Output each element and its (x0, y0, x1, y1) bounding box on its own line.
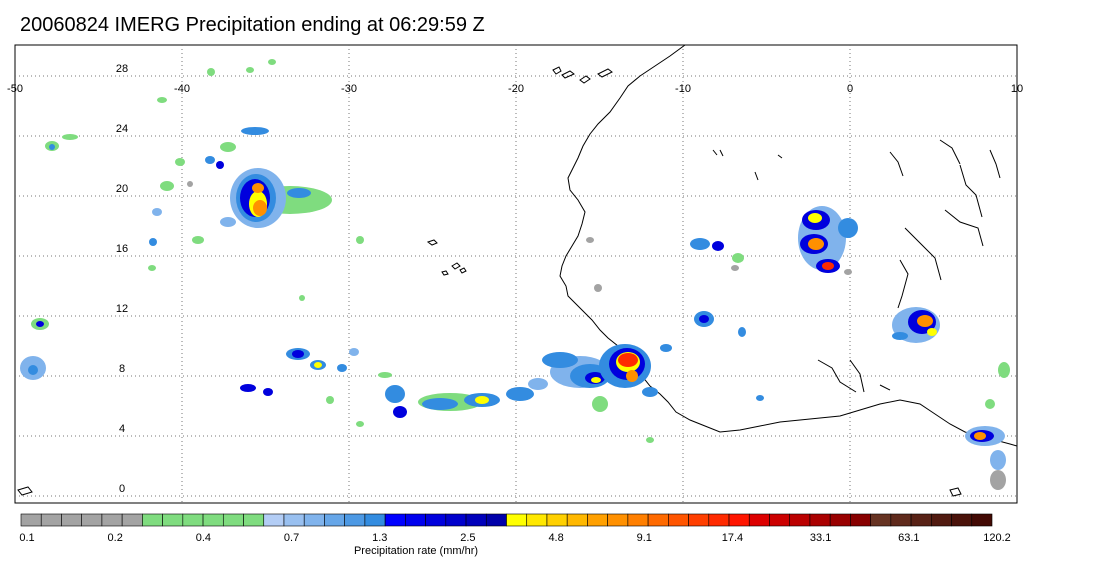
latitude-tick-labels: 28 24 20 16 12 8 4 0 (116, 63, 128, 495)
colorbar-tick-label: 9.1 (637, 532, 652, 544)
map-title: 20060824 IMERG Precipitation ending at 0… (20, 14, 485, 36)
colorbar-bin (243, 513, 265, 527)
colorbar-bin (40, 513, 62, 527)
colorbar-bin (202, 513, 224, 527)
light-drizzle-cells (187, 181, 852, 292)
colorbar-tick-label: 120.2 (983, 532, 1011, 544)
colorbar-bin (142, 513, 163, 527)
colorbar-bin (425, 513, 447, 527)
colorbar-bin (769, 513, 791, 527)
colorbar-bin (222, 513, 244, 527)
colorbar-bin (445, 513, 467, 527)
lat-tick-label: 8 (119, 363, 125, 375)
colorbar-bin (748, 513, 770, 527)
lon-tick-label: 0 (847, 83, 853, 95)
colorbar-tick-labels: 0.1 0.2 0.4 0.7 1.3 2.5 4.8 9.1 17.4 33.1 63.1 120.… (19, 532, 1010, 544)
colorbar-bin (728, 513, 750, 527)
colorbar-bin (910, 513, 932, 527)
colorbar-bin (526, 513, 548, 527)
colorbar-bin (647, 513, 669, 527)
lon-tick-label: -20 (508, 83, 524, 95)
colorbar-bin (405, 513, 426, 527)
lat-tick-label: 0 (119, 483, 125, 495)
colorbar-tick-label: 0.4 (196, 532, 211, 544)
coastline (17, 45, 1017, 497)
colorbar-bin (870, 513, 892, 527)
colorbar-bin (485, 513, 507, 527)
colorbar-bin (546, 513, 568, 527)
colorbar-bin (465, 513, 487, 527)
lat-tick-label: 20 (116, 183, 128, 195)
guinea-coast-storm (542, 344, 672, 443)
colorbar-bin (809, 513, 831, 527)
storm-cell-20n-36w (220, 168, 332, 228)
colorbar-bin (931, 513, 952, 527)
colorbar-tick-label: 0.7 (284, 532, 299, 544)
colorbar-tick-label: 0.1 (19, 532, 34, 544)
lat-tick-label: 28 (116, 63, 128, 75)
colorbar-bin (506, 513, 528, 527)
colorbar-bin (303, 513, 325, 527)
coastline-cape-verde (426, 239, 467, 276)
colorbar-bin (890, 513, 912, 527)
colorbar-bin (263, 513, 285, 527)
colorbar-tick-label: 17.4 (722, 532, 743, 544)
colorbar-bin (850, 513, 871, 527)
scattered-cells-north (45, 59, 364, 301)
colorbar-bin (121, 513, 143, 527)
colorbar-bin (951, 513, 973, 527)
lon-tick-label: -30 (341, 83, 357, 95)
lat-tick-label: 12 (116, 303, 128, 315)
lat-tick-label: 16 (116, 243, 128, 255)
se-corner-cell (965, 362, 1010, 490)
coastline-gulf-islands (17, 486, 962, 497)
colorbar-bin (627, 513, 649, 527)
colorbar-tick-label: 63.1 (898, 532, 919, 544)
colorbar-bins (20, 513, 993, 527)
colorbar-bin (364, 513, 386, 527)
west-edge-cells (20, 318, 49, 380)
colorbar-bin (587, 513, 608, 527)
colorbar-bin (384, 513, 406, 527)
colorbar-bin (829, 513, 851, 527)
colorbar-bin (283, 513, 305, 527)
lon-tick-label: 10 (1011, 83, 1023, 95)
colorbar-tick-label: 0.2 (108, 532, 123, 544)
lon-tick-label: -10 (675, 83, 691, 95)
colorbar-label: Precipitation rate (mm/hr) (354, 545, 478, 557)
colorbar-bin (344, 513, 366, 527)
colorbar-bin (708, 513, 730, 527)
colorbar-bin (61, 513, 82, 527)
colorbar-bin (324, 513, 345, 527)
lon-tick-label: -50 (7, 83, 23, 95)
rivers-north (712, 139, 1001, 393)
colorbar-bin (566, 513, 588, 527)
colorbar-bin (607, 513, 629, 527)
colorbar-bin (688, 513, 710, 527)
lat-tick-label: 24 (116, 123, 128, 135)
lon-tick-label: -40 (174, 83, 190, 95)
colorbar-bin (81, 513, 103, 527)
coastline-west-africa (559, 45, 1017, 447)
gridlines (15, 45, 1017, 503)
colorbar-bin (789, 513, 811, 527)
colorbar-bin (971, 513, 993, 527)
colorbar-bin (668, 513, 689, 527)
lat-tick-label: 4 (119, 423, 125, 435)
coastline-canary (552, 66, 613, 84)
longitude-tick-labels: -50 -40 -30 -20 -10 0 10 (7, 83, 1023, 95)
colorbar-tick-label: 2.5 (460, 532, 475, 544)
interior-cells (690, 206, 940, 401)
colorbar-tick-label: 1.3 (372, 532, 387, 544)
itcz-band (240, 348, 548, 427)
colorbar-bin (20, 513, 42, 527)
colorbar-bin (182, 513, 204, 527)
colorbar-tick-label: 33.1 (810, 532, 831, 544)
colorbar-bin (162, 513, 184, 527)
colorbar-bin (101, 513, 123, 527)
colorbar-tick-label: 4.8 (548, 532, 563, 544)
precipitation-cells (20, 59, 1010, 490)
